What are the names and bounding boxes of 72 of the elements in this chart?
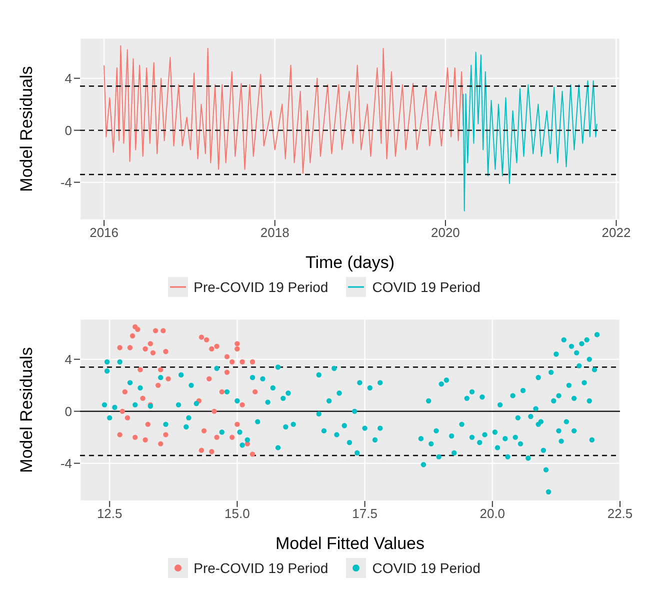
y-axis-title: Model Residuals bbox=[17, 347, 36, 473]
point bbox=[160, 328, 166, 334]
point bbox=[252, 389, 258, 394]
legend-label: Pre-COVID 19 Period bbox=[194, 560, 328, 576]
point bbox=[219, 389, 224, 394]
legend-label: Pre-COVID 19 Period bbox=[194, 279, 328, 295]
point bbox=[122, 389, 128, 394]
y-tick-label: -4 bbox=[60, 456, 72, 471]
point bbox=[155, 382, 161, 388]
y-axis-title: Model Residuals bbox=[17, 66, 36, 192]
x-tick-label: 12.5 bbox=[96, 506, 122, 522]
point bbox=[158, 441, 164, 446]
point bbox=[250, 452, 256, 457]
point bbox=[142, 346, 148, 352]
point bbox=[240, 402, 245, 408]
point bbox=[209, 346, 214, 352]
point bbox=[120, 408, 125, 414]
point bbox=[201, 428, 207, 434]
point bbox=[198, 334, 204, 340]
x-tick-label: 22.5 bbox=[607, 506, 633, 522]
point bbox=[166, 376, 171, 382]
point bbox=[212, 408, 217, 414]
point bbox=[163, 348, 168, 354]
point bbox=[198, 448, 204, 453]
point bbox=[148, 341, 154, 346]
point bbox=[234, 346, 240, 352]
x-axis-title: Model Fitted Values bbox=[276, 534, 424, 553]
point bbox=[250, 359, 256, 364]
point bbox=[214, 434, 220, 440]
point bbox=[224, 354, 230, 360]
point bbox=[209, 449, 214, 454]
point bbox=[204, 337, 210, 342]
point bbox=[130, 333, 136, 338]
point bbox=[117, 432, 122, 438]
x-tick-label: 15.0 bbox=[224, 506, 250, 522]
y-tick-label: 0 bbox=[64, 404, 72, 419]
point bbox=[132, 434, 138, 440]
point bbox=[230, 359, 235, 364]
legend-label: COVID 19 Period bbox=[372, 279, 480, 295]
point bbox=[234, 341, 240, 346]
point bbox=[234, 422, 240, 427]
x-tick-label: 2018 bbox=[260, 225, 290, 240]
point bbox=[124, 415, 130, 420]
line-series bbox=[462, 52, 598, 212]
point bbox=[240, 359, 245, 364]
legend-label: COVID 19 Period bbox=[372, 560, 480, 576]
y-tick-label: 0 bbox=[64, 122, 72, 138]
x-tick-label: 2016 bbox=[90, 225, 119, 240]
x-tick-label: 17.5 bbox=[352, 506, 378, 522]
point bbox=[135, 326, 140, 332]
point bbox=[138, 367, 143, 372]
x-axis-title: Time (days) bbox=[305, 253, 395, 272]
x-tick-label: 2020 bbox=[430, 225, 460, 240]
x-tick-label: 20.0 bbox=[480, 506, 506, 522]
y-tick-label: -4 bbox=[60, 174, 72, 190]
y-tick-label: 4 bbox=[64, 352, 72, 367]
y-tick-label: 4 bbox=[64, 70, 72, 86]
point bbox=[206, 376, 212, 382]
point bbox=[230, 434, 235, 440]
point bbox=[152, 328, 158, 334]
point bbox=[142, 437, 148, 442]
point bbox=[145, 422, 150, 427]
point bbox=[214, 344, 220, 349]
point bbox=[150, 350, 156, 356]
point bbox=[127, 345, 133, 350]
x-tick-label: 2022 bbox=[602, 225, 631, 240]
point bbox=[140, 396, 146, 401]
point bbox=[158, 367, 164, 372]
line-series bbox=[104, 45, 464, 174]
point bbox=[163, 432, 168, 438]
point bbox=[117, 345, 122, 350]
point bbox=[224, 370, 230, 375]
